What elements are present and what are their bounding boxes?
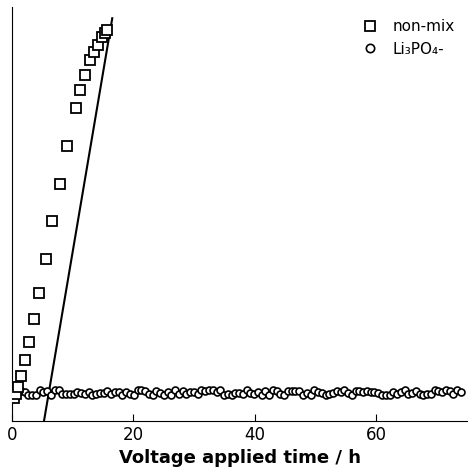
X-axis label: Voltage applied time / h: Voltage applied time / h [118, 449, 361, 467]
Legend: non-mix, Li₃PO₄-: non-mix, Li₃PO₄- [350, 15, 459, 62]
